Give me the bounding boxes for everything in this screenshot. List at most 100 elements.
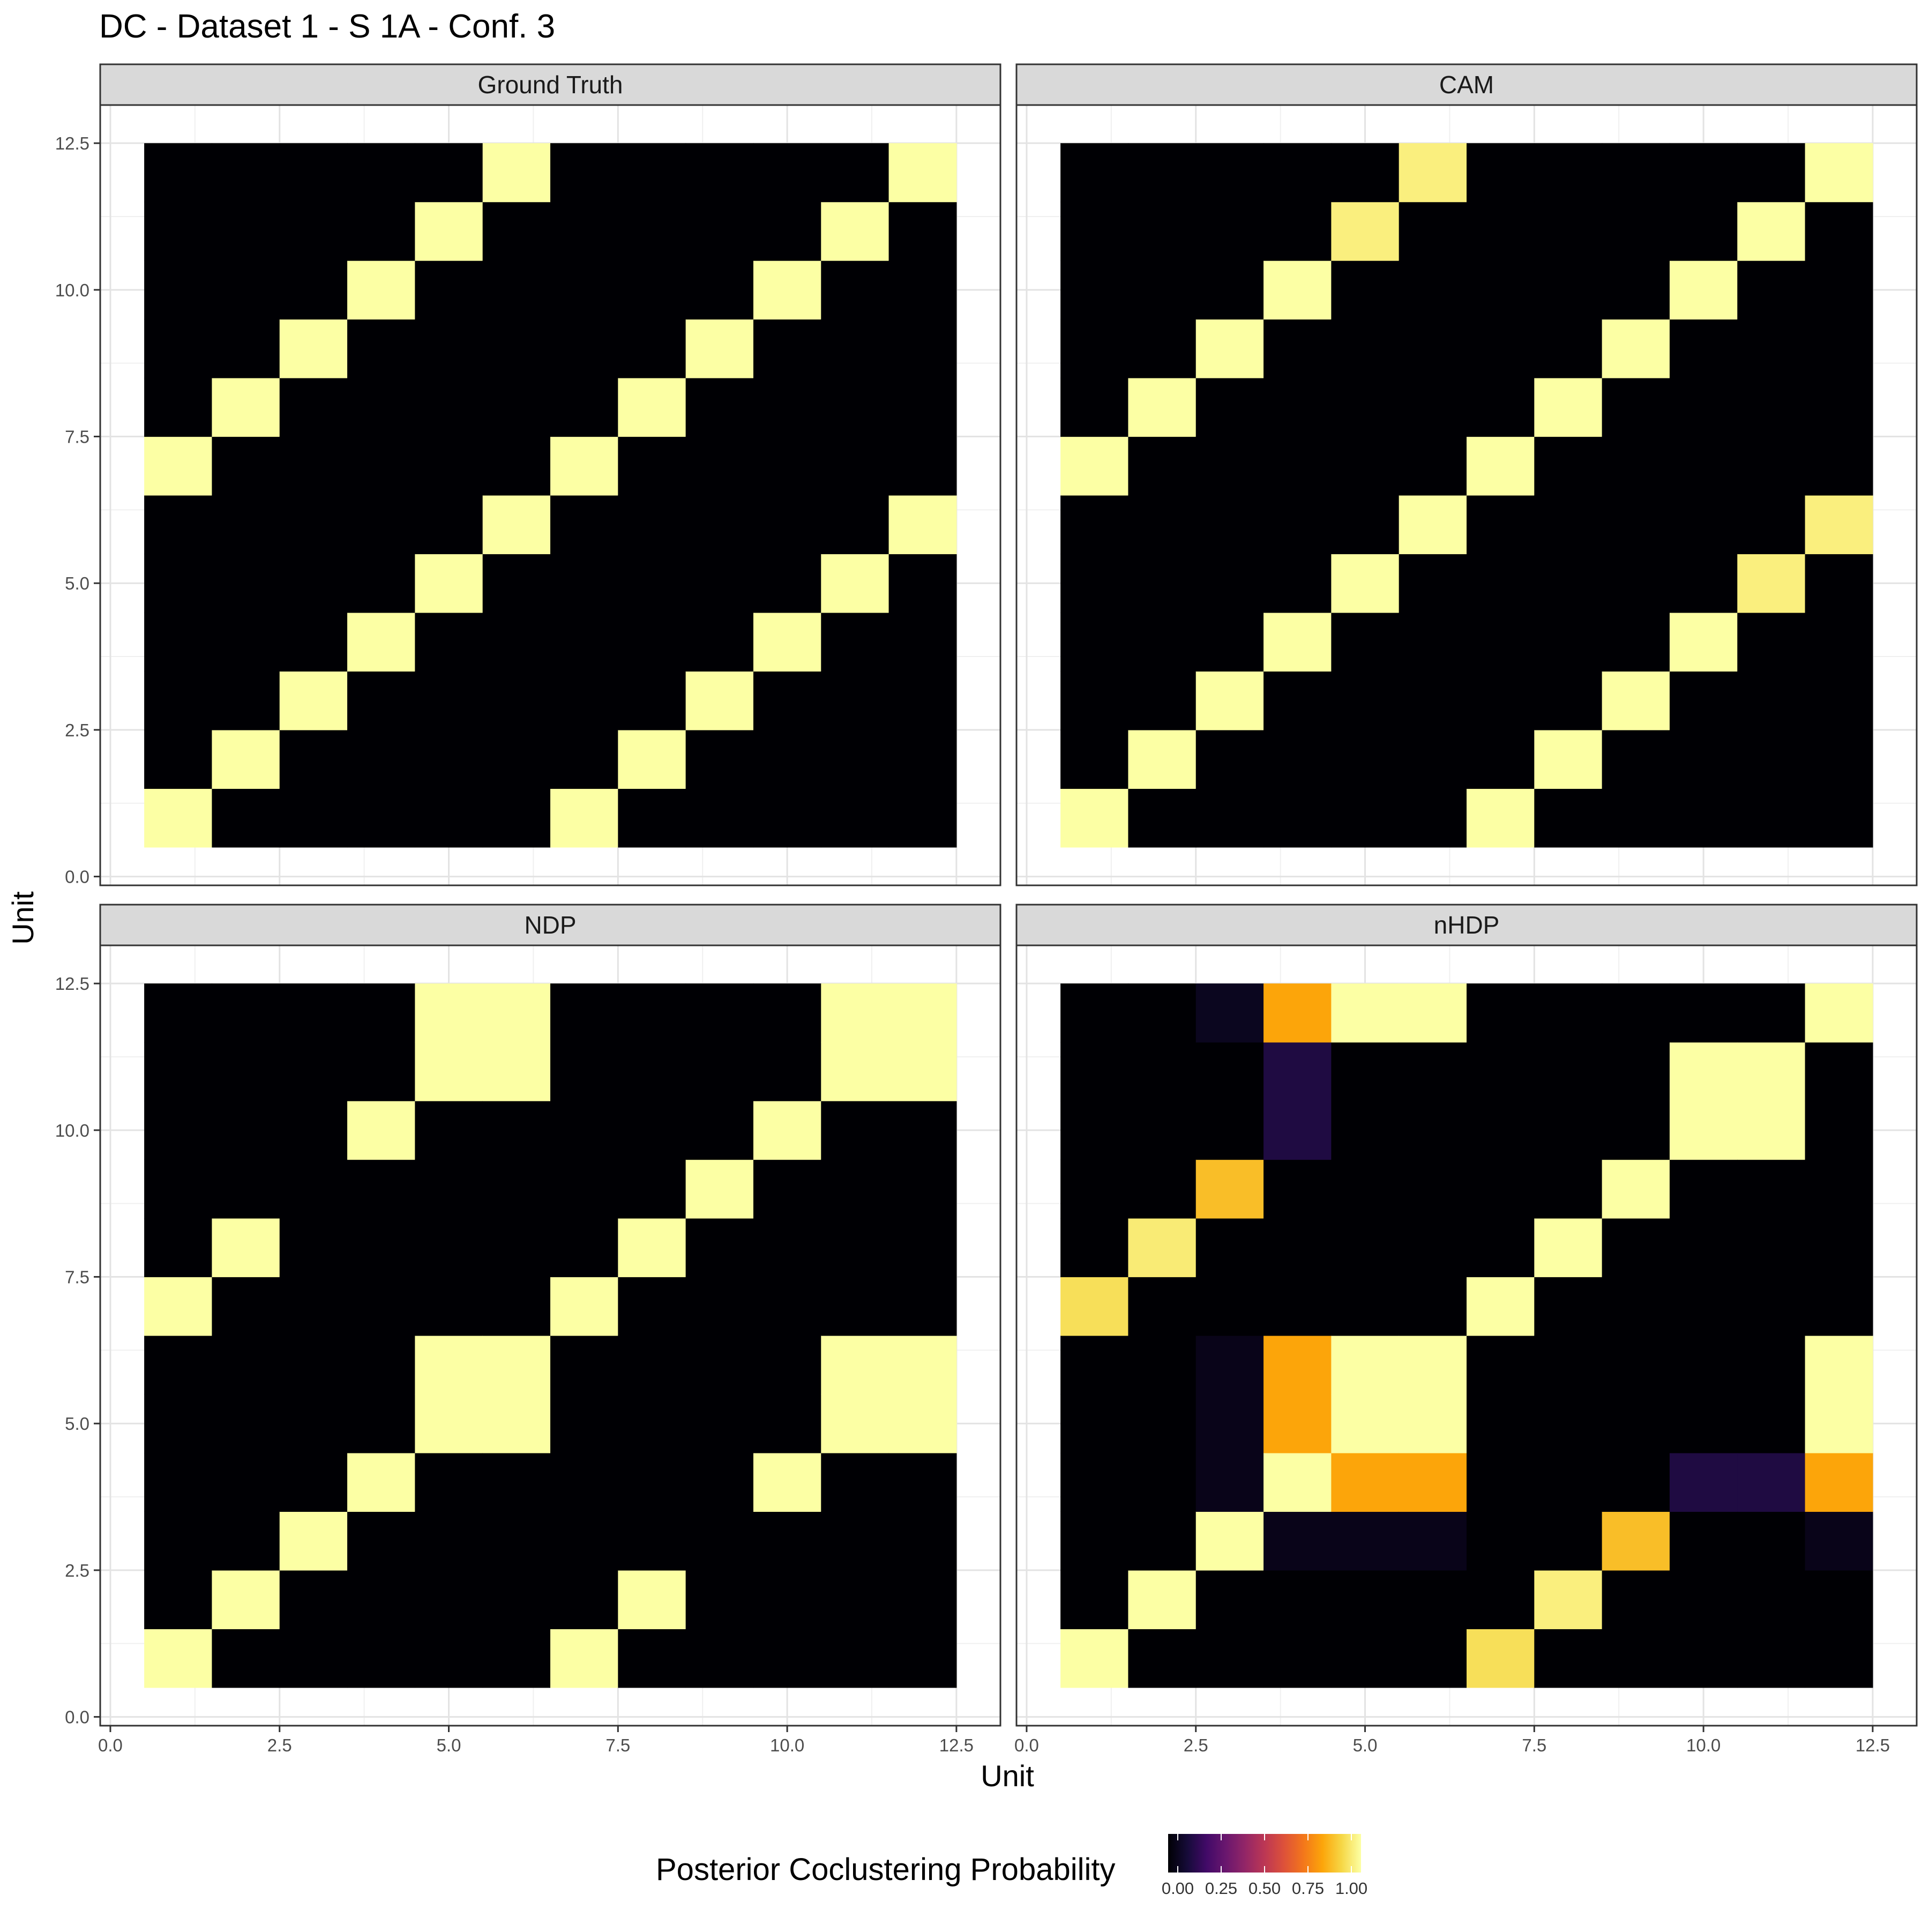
heatmap-cell	[753, 729, 821, 789]
heatmap-cell	[1263, 1277, 1332, 1336]
heatmap-cell	[1805, 1101, 1873, 1160]
heatmap-cell	[821, 1570, 889, 1629]
heatmap-cell	[821, 1394, 889, 1453]
heatmap-cell	[1331, 788, 1400, 848]
heatmap-cell	[482, 1101, 551, 1160]
heatmap-cell	[550, 1042, 618, 1101]
heatmap-cell	[279, 1511, 348, 1571]
heatmap-cell	[821, 260, 889, 320]
facet-strip	[99, 904, 1001, 946]
heatmap-cell	[1399, 1159, 1467, 1219]
heatmap-cell	[415, 143, 483, 203]
heatmap-cell	[1399, 1277, 1467, 1336]
heatmap-cell	[482, 143, 551, 203]
heatmap-cell	[1195, 1218, 1264, 1278]
heatmap-cell	[1060, 1277, 1129, 1336]
x-tick-label: 0.0	[1014, 1735, 1039, 1755]
heatmap-cell	[1399, 983, 1467, 1043]
heatmap-cell	[1602, 202, 1670, 261]
heatmap-cell	[415, 554, 483, 613]
x-tick-label: 5.0	[1353, 1735, 1378, 1755]
heatmap-cell	[1331, 1629, 1400, 1688]
heatmap-cell	[550, 202, 618, 261]
heatmap-cell	[1195, 1452, 1264, 1512]
heatmap-cell	[482, 1394, 551, 1453]
heatmap-cell	[1128, 495, 1197, 555]
heatmap-cell	[821, 1452, 889, 1512]
heatmap-cell	[618, 612, 686, 672]
heatmap-cell	[1128, 378, 1197, 437]
heatmap-cell	[1195, 1101, 1264, 1160]
heatmap-cell	[1534, 260, 1603, 320]
heatmap-cell	[1195, 1394, 1264, 1453]
heatmap-cell	[888, 788, 957, 848]
heatmap-cell	[685, 436, 754, 496]
heatmap-cell	[347, 729, 415, 789]
heatmap-cell	[1060, 260, 1129, 320]
heatmap-cell	[685, 729, 754, 789]
heatmap-cell	[482, 436, 551, 496]
heatmap-cell	[1602, 1277, 1670, 1336]
heatmap-cell	[753, 1218, 821, 1278]
x-tick-label: 2.5	[267, 1735, 292, 1755]
heatmap-cell	[1263, 1101, 1332, 1160]
heatmap-cell	[1331, 671, 1400, 730]
heatmap-cell	[1602, 1511, 1670, 1571]
heatmap-cell	[888, 612, 957, 672]
heatmap-cell	[482, 1042, 551, 1101]
heatmap-cell	[144, 983, 213, 1043]
heatmap-cell	[1195, 319, 1264, 378]
heatmap-cell	[482, 1629, 551, 1688]
heatmap-cell	[1534, 729, 1603, 789]
heatmap-cell	[1263, 319, 1332, 378]
heatmap-cell	[1399, 1042, 1467, 1101]
heatmap-cell	[618, 1159, 686, 1219]
heatmap-cell	[482, 1277, 551, 1336]
heatmap-cell	[1195, 1277, 1264, 1336]
heatmap-cell	[888, 143, 957, 203]
heatmap-cell	[821, 436, 889, 496]
heatmap-cell	[212, 1629, 280, 1688]
heatmap-cell	[1737, 1394, 1806, 1453]
heatmap-cell	[212, 1042, 280, 1101]
heatmap-cell	[1467, 983, 1535, 1043]
heatmap-cell	[1060, 788, 1129, 848]
heatmap-cell	[1128, 554, 1197, 613]
heatmap-cell	[685, 1277, 754, 1336]
heatmap-cell	[753, 1394, 821, 1453]
heatmap-cell	[415, 260, 483, 320]
heatmap-cell	[1534, 671, 1603, 730]
heatmap-cell	[1669, 143, 1738, 203]
heatmap-cell	[1195, 378, 1264, 437]
heatmap-cell	[821, 495, 889, 555]
heatmap-cell	[753, 1101, 821, 1160]
heatmap-cell	[1602, 1042, 1670, 1101]
heatmap-cell	[347, 260, 415, 320]
heatmap-cell	[550, 1277, 618, 1336]
heatmap-cell	[279, 612, 348, 672]
heatmap-cell	[550, 1570, 618, 1629]
heatmap-cell	[212, 1159, 280, 1219]
x-tick-label: 5.0	[437, 1735, 461, 1755]
heatmap-cell	[753, 260, 821, 320]
heatmap-cell	[415, 1277, 483, 1336]
heatmap-cell	[753, 143, 821, 203]
heatmap-cell	[347, 1218, 415, 1278]
heatmap-cell	[1737, 729, 1806, 789]
heatmap-cell	[1669, 436, 1738, 496]
heatmap-cell	[888, 1042, 957, 1101]
heatmap-cell	[279, 1218, 348, 1278]
heatmap-cell	[1602, 319, 1670, 378]
heatmap-cell	[821, 788, 889, 848]
heatmap-cell	[1128, 143, 1197, 203]
y-tick-label: 7.5	[65, 427, 89, 447]
heatmap-cell	[279, 1042, 348, 1101]
heatmap-cell	[347, 143, 415, 203]
heatmap-cell	[1399, 1570, 1467, 1629]
x-tick-label: 10.0	[770, 1735, 804, 1755]
heatmap-cell	[888, 1218, 957, 1278]
heatmap-cell	[1669, 1570, 1738, 1629]
heatmap-cell	[279, 1452, 348, 1512]
heatmap-cell	[888, 729, 957, 789]
